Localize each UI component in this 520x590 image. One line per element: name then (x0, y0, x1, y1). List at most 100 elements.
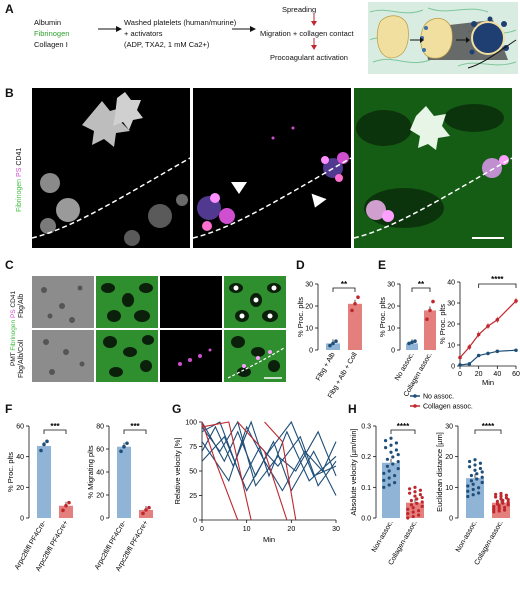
treatment-line-3: (ADP, TXA2, 1 mM Ca2+) (124, 40, 210, 49)
y-tick-label: 0 (451, 364, 455, 371)
data-point (328, 343, 332, 348)
data-point (501, 501, 505, 505)
data-point (466, 484, 470, 488)
y-tick-label: 0.3 (361, 424, 371, 431)
significance-bracket (123, 429, 147, 434)
series-line (201, 420, 337, 482)
data-point (477, 491, 481, 495)
y-tick-label: 75 (189, 444, 197, 451)
y-axis-label: % Migrating plts (86, 445, 95, 499)
series-line (201, 425, 337, 492)
legend-label: No assoc. (423, 394, 454, 401)
significance-bracket (43, 429, 67, 434)
data-point (334, 339, 338, 343)
data-point (119, 449, 123, 454)
y-tick-label: 0 (20, 516, 24, 523)
data-point (408, 487, 412, 491)
data-point (475, 472, 479, 476)
x-tick-label: 20 (287, 526, 295, 533)
data-point (506, 500, 510, 504)
data-point (411, 510, 415, 514)
y-tick-label: 50 (189, 469, 197, 476)
data-point (418, 488, 422, 492)
b-label-cd41: CD41 (16, 147, 23, 166)
bar (37, 445, 51, 518)
data-point (420, 500, 424, 504)
data-point (391, 462, 395, 466)
data-point (42, 442, 46, 447)
data-point (396, 460, 400, 464)
y-tick-label: 20 (387, 304, 395, 311)
significance-bracket (390, 429, 416, 434)
significance-label: **** (491, 275, 504, 284)
y-tick-label: 20 (445, 454, 453, 461)
data-point (417, 513, 421, 517)
data-point (425, 317, 429, 321)
y-tick-label: 20 (447, 322, 455, 329)
y-axis-label: Euclidean distance [µm] (435, 432, 444, 512)
data-point (504, 493, 508, 497)
data-point (413, 490, 417, 494)
data-point (471, 487, 475, 492)
data-point (497, 509, 501, 513)
y-tick-label: 0 (309, 348, 313, 355)
data-point (391, 455, 395, 459)
data-point (468, 465, 472, 469)
y-tick-label: 0 (100, 516, 104, 523)
data-point (385, 464, 389, 468)
treatment-line-2: + activators (124, 29, 163, 38)
data-point (420, 495, 424, 500)
data-point (466, 494, 470, 499)
data-point (387, 483, 391, 487)
y-tick-label: 0.1 (361, 485, 371, 492)
data-point (480, 480, 484, 485)
y-tick-label: 30 (445, 424, 453, 431)
data-point (492, 507, 496, 511)
data-point (458, 363, 462, 367)
category-label: Flbg + Alb (315, 351, 337, 382)
data-point (406, 512, 410, 516)
data-point (384, 446, 388, 450)
data-point (406, 516, 410, 520)
data-point (413, 339, 417, 343)
data-point (473, 468, 477, 472)
row-label-fbg-alb-coll: Fbg/Alb/Coll (18, 339, 25, 378)
x-tick-label: 0 (200, 526, 204, 533)
significance-label: *** (50, 422, 60, 431)
series-line (201, 421, 252, 521)
data-point (476, 353, 481, 358)
chart-g: 0 25 50 75 100 0 10 20 30 Min Relative velocity [%… (173, 420, 340, 545)
significance-bracket (474, 429, 502, 434)
series-line (201, 421, 239, 521)
y-tick-label: 0 (449, 516, 453, 523)
data-point (387, 476, 391, 480)
y-axis-label: % Proc. plts (378, 297, 387, 337)
x-tick-label: 40 (493, 371, 501, 378)
data-point (382, 485, 386, 489)
y-axis-label: % Proc. plts (6, 452, 15, 492)
data-point (473, 463, 477, 467)
data-point (497, 504, 501, 508)
y-tick-label: 100 (185, 420, 197, 427)
micrograph-c2-fibrinogen (96, 330, 158, 382)
y-axis-label: Relative velocity [%] (173, 437, 182, 504)
micrograph-c2-pmt (32, 330, 94, 382)
micrograph-c1-ps (160, 276, 222, 328)
significance-label: **** (397, 422, 410, 431)
x-tick-label: 10 (243, 526, 251, 533)
y-tick-label: 20 (16, 485, 24, 492)
chart-e-timecourse: 0 10 20 30 40 0 20 40 60 Min % Proc. plts **** No as… (410, 275, 520, 411)
data-point (480, 475, 484, 479)
data-point (144, 508, 148, 512)
data-point (413, 485, 417, 489)
micrograph-c1-fibrinogen (96, 276, 158, 328)
x-tick-label: 20 (475, 371, 483, 378)
panel-b-side-label: Fibrinogen PS CD41 (12, 128, 30, 218)
data-point (495, 349, 500, 354)
data-point (409, 503, 413, 507)
data-point (458, 355, 462, 360)
data-point (389, 443, 393, 447)
micrograph-b-cd41 (32, 88, 190, 248)
